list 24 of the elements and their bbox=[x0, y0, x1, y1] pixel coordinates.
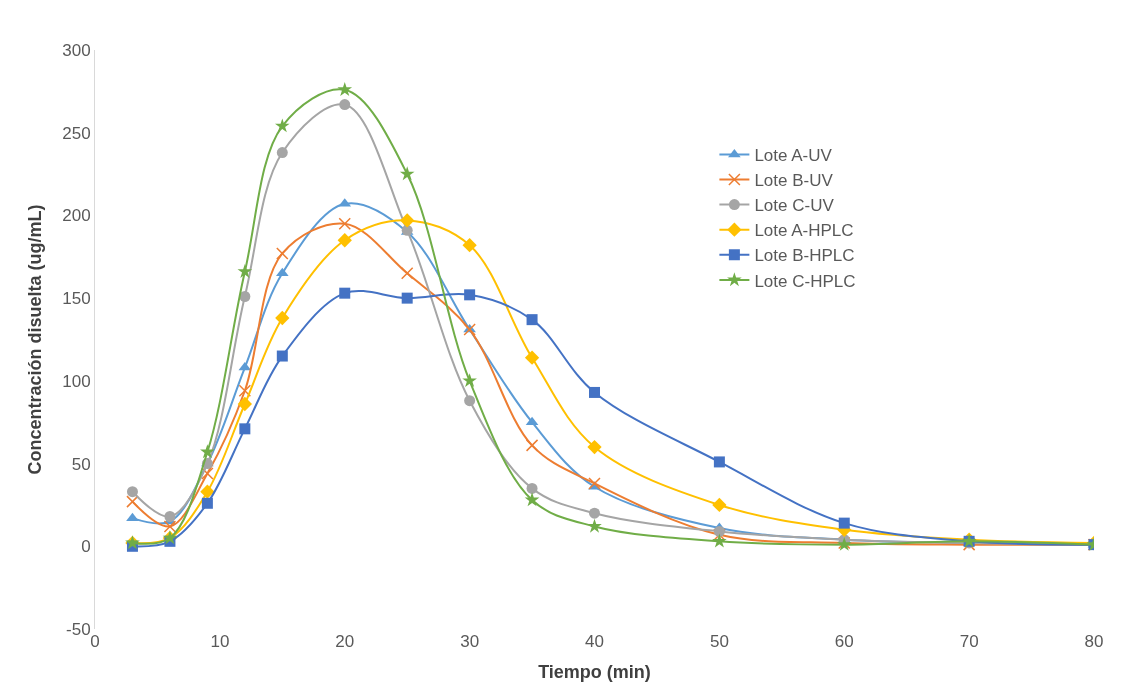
x-tick-label: 50 bbox=[709, 632, 729, 651]
x-axis-title: Tiempo (min) bbox=[538, 662, 651, 683]
y-tick-label: 100 bbox=[62, 371, 91, 391]
legend-label: Lote A-UV bbox=[754, 146, 833, 166]
y-tick-label: 50 bbox=[71, 454, 91, 474]
y-tick-label: 0 bbox=[81, 537, 91, 557]
x-tick-label: 60 bbox=[834, 632, 854, 651]
legend-label: Lote A-HPLC bbox=[754, 221, 854, 241]
y-tick-label: 150 bbox=[62, 289, 91, 309]
x-tick-label: 70 bbox=[959, 632, 979, 651]
x-tick-label: 30 bbox=[460, 632, 480, 651]
y-axis-title: Concentración disuelta (ug/mL) bbox=[25, 204, 46, 475]
x-tick-label: 40 bbox=[585, 632, 604, 651]
y-tick-label: 250 bbox=[62, 123, 91, 143]
x-tick-label: 80 bbox=[1084, 632, 1104, 651]
legend-label: Lote C-UV bbox=[754, 196, 835, 216]
legend-label: Lote C-HPLC bbox=[754, 271, 856, 291]
x-tick-label: 10 bbox=[210, 632, 230, 651]
x-tick-label: 20 bbox=[335, 632, 355, 651]
y-tick-label: 300 bbox=[62, 40, 91, 60]
legend-label: Lote B-UV bbox=[754, 171, 834, 191]
legend-label: Lote B-HPLC bbox=[754, 246, 855, 266]
y-tick-label: 200 bbox=[62, 206, 91, 226]
y-tick-label: -50 bbox=[66, 619, 91, 639]
